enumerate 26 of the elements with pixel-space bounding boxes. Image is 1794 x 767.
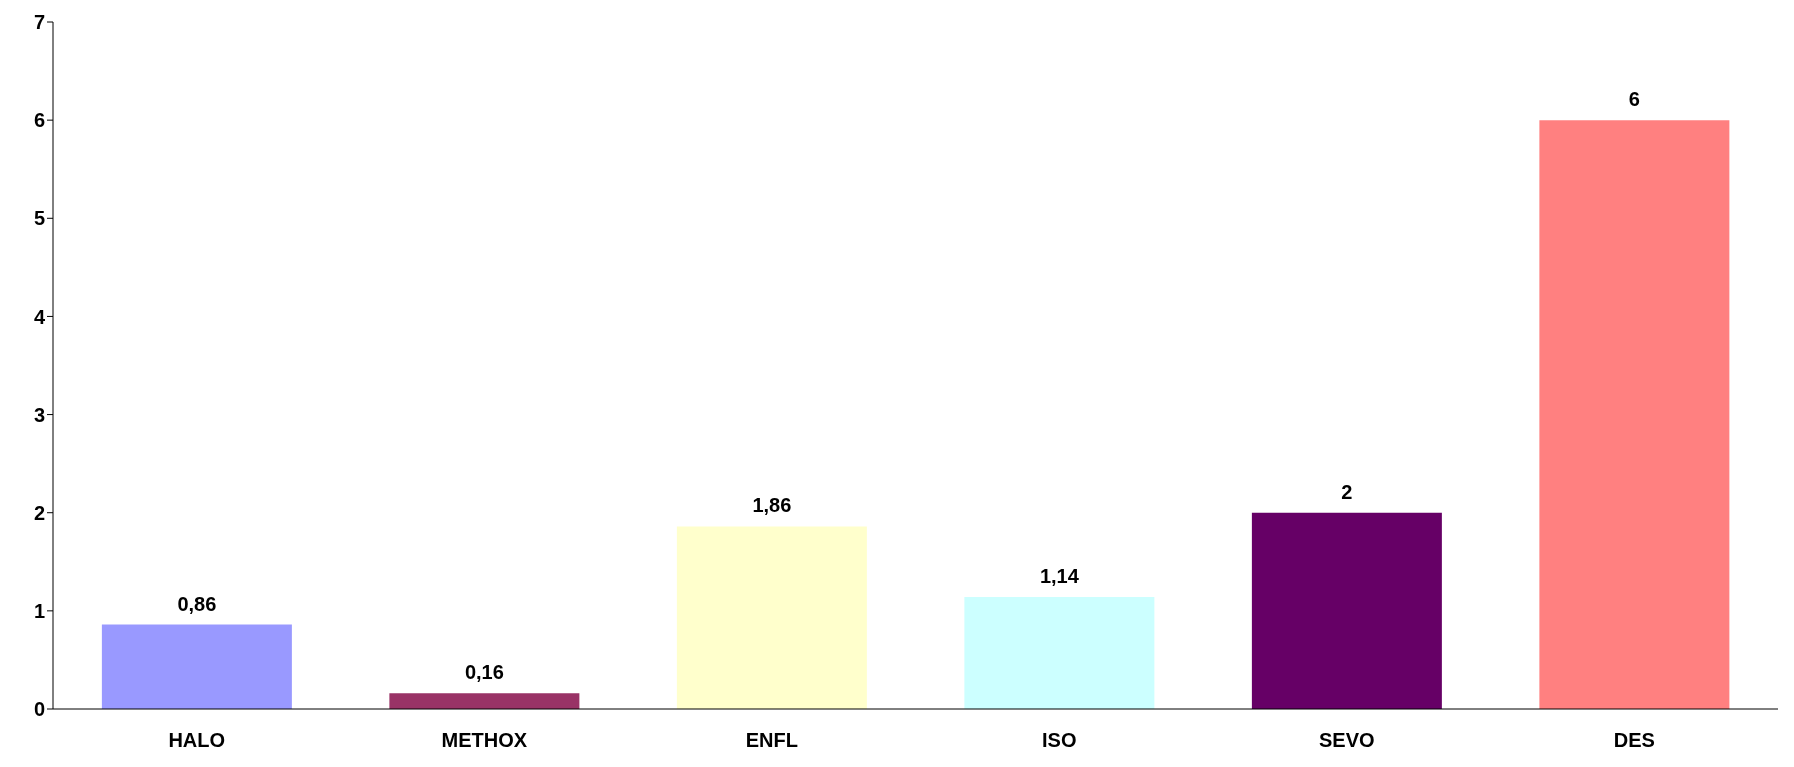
y-tick-label: 7 — [33, 11, 45, 34]
y-tick-label: 4 — [33, 305, 46, 328]
y-tick-label: 6 — [33, 109, 45, 132]
data-label: 6 — [1628, 88, 1640, 111]
y-tick-label: 3 — [33, 403, 45, 426]
x-tick-label: HALO — [168, 729, 226, 752]
x-tick-label: SEVO — [1318, 729, 1375, 752]
data-label: 0,86 — [177, 592, 217, 615]
x-tick-label: DES — [1613, 729, 1655, 752]
y-tick-label: 2 — [33, 501, 45, 524]
y-tick-label: 0 — [33, 698, 45, 721]
data-label: 1,14 — [1039, 565, 1080, 588]
x-tick-label: METHOX — [441, 729, 528, 752]
bar — [964, 597, 1155, 709]
data-label: 1,86 — [752, 494, 792, 517]
x-tick-label: ENFL — [745, 729, 798, 752]
bar — [101, 624, 292, 709]
bar — [1539, 120, 1730, 709]
y-tick-label: 5 — [33, 207, 45, 230]
x-tick-label: ISO — [1042, 729, 1077, 752]
y-tick-label: 1 — [33, 599, 45, 622]
bar — [1251, 512, 1442, 709]
data-label: 2 — [1341, 480, 1353, 503]
data-label: 0,16 — [464, 661, 504, 684]
bar — [389, 693, 580, 709]
bar — [676, 526, 867, 709]
